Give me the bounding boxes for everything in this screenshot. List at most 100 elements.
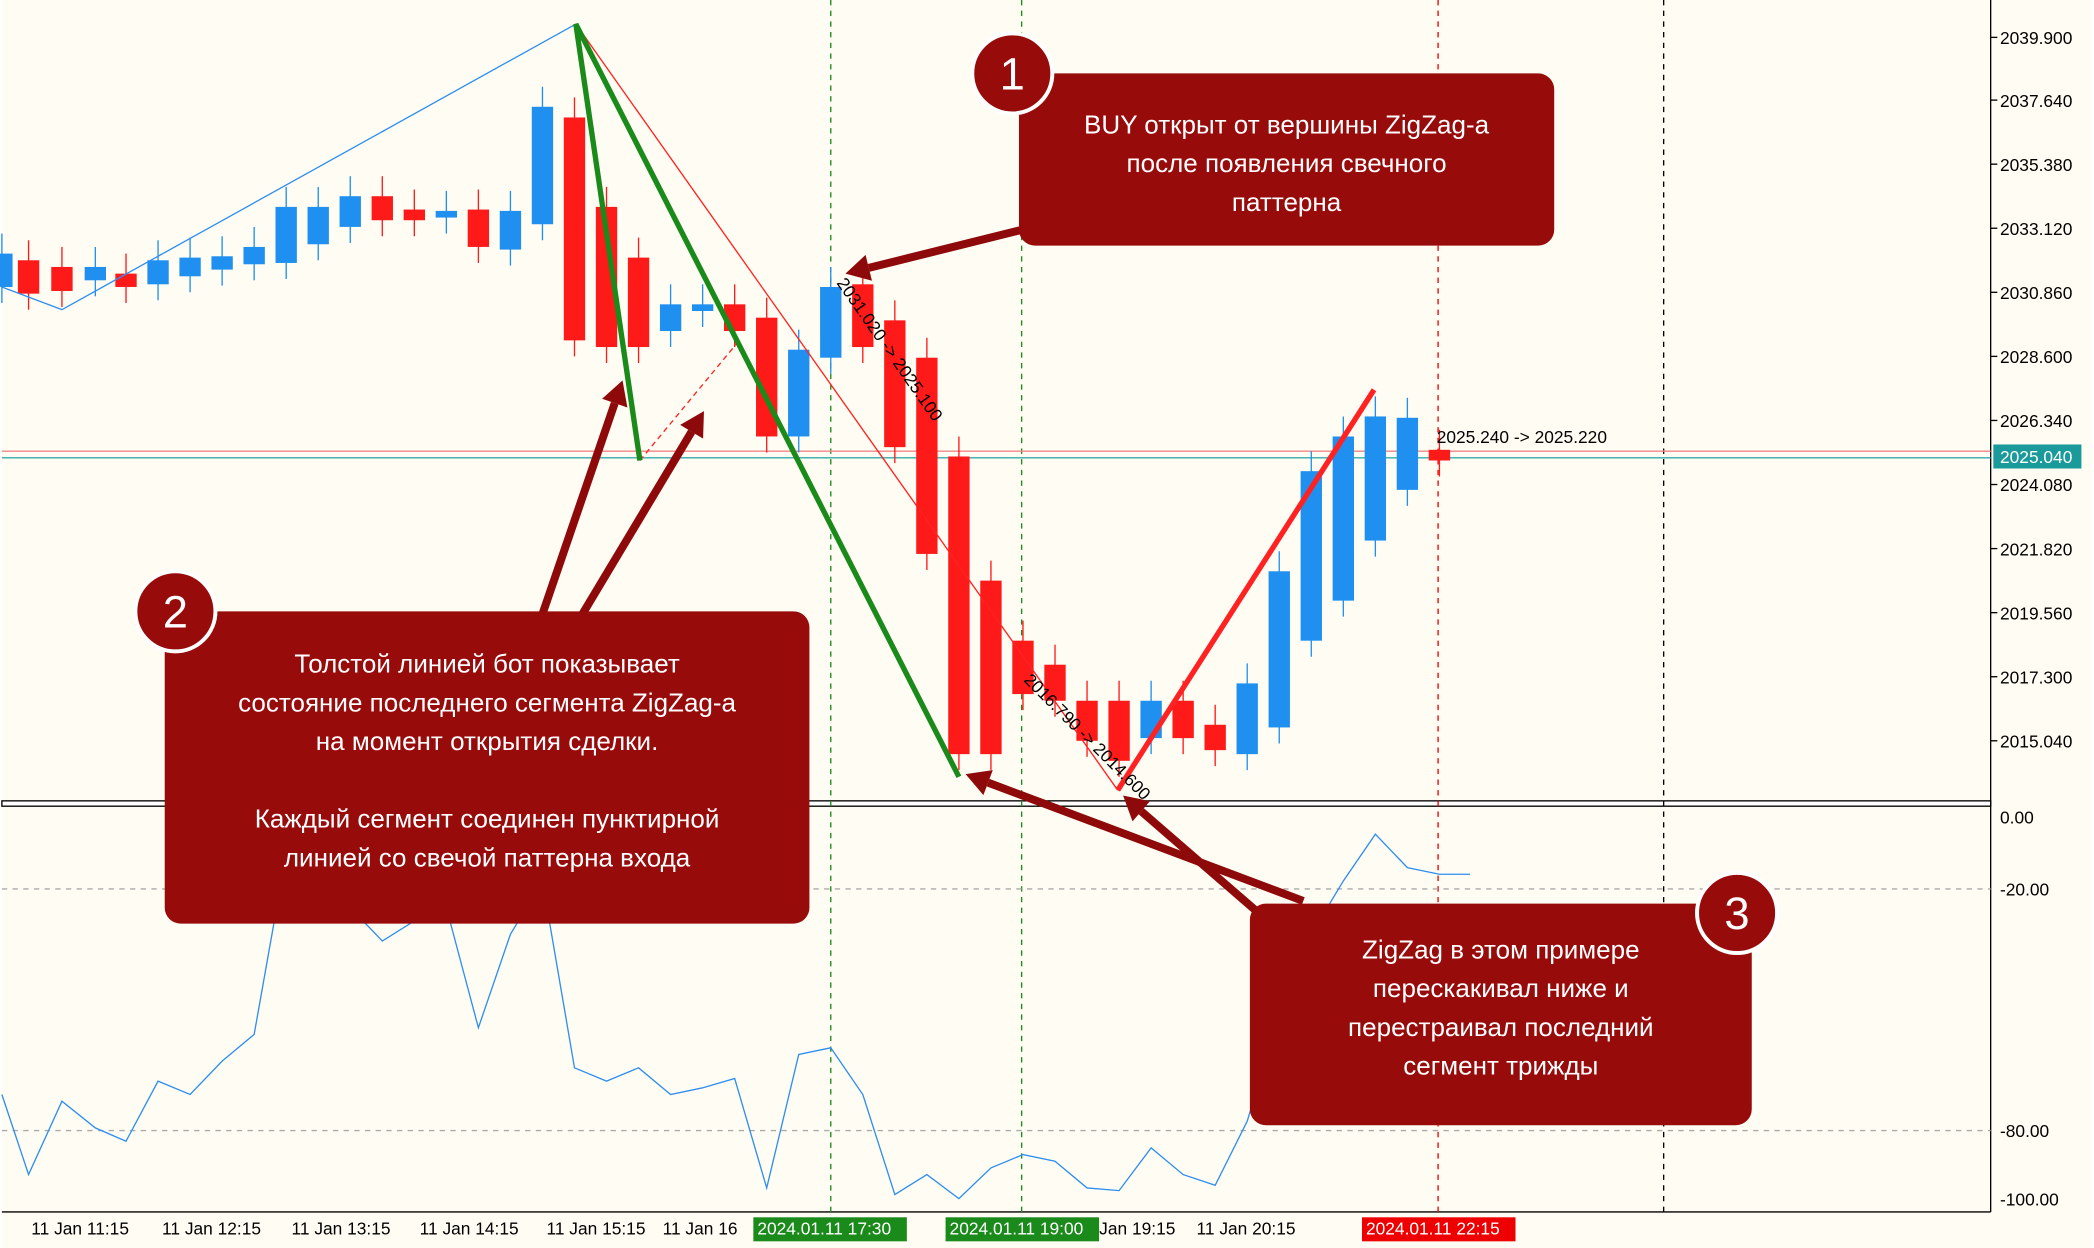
candle-body: [1204, 724, 1226, 751]
time-marker-badge: [1362, 1217, 1516, 1242]
price-label: 2035.380: [2000, 155, 2072, 175]
candle-body: [1236, 683, 1258, 755]
callout-text: BUY открыт от вершины ZigZag-а: [1084, 109, 1490, 139]
callout-text: линией со свечой паттерна входа: [284, 842, 691, 872]
callout-text: состояние последнего сегмента ZigZag-а: [238, 687, 736, 717]
indicator-label: -80.00: [2000, 1121, 2049, 1141]
price-label: 2028.600: [2000, 347, 2072, 367]
price-label: 2017.300: [2000, 667, 2072, 687]
candle-body: [17, 260, 40, 294]
candle-body: [371, 196, 393, 221]
arrow-head: [845, 254, 872, 281]
candle-body: [403, 209, 426, 221]
time-marker-badge: [945, 1217, 1100, 1242]
candle-body: [595, 206, 618, 348]
indicator-label: -100.00: [2000, 1189, 2059, 1209]
callout-text: на момент открытия сделки.: [316, 726, 659, 756]
callout-badge: [1695, 870, 1780, 956]
callout-box: [1018, 73, 1555, 246]
candle-body: [1140, 700, 1162, 739]
indicator-label: -20.00: [2000, 880, 2049, 900]
candle-body: [339, 196, 361, 227]
indicator-line: [1, 23, 577, 311]
candle-body: [1012, 640, 1034, 695]
candle-body: [51, 266, 73, 291]
callout-number: 2: [163, 586, 188, 637]
price-label: 2015.040: [2000, 731, 2072, 751]
arrow-shaft: [986, 778, 1305, 905]
candle-body: [499, 210, 522, 250]
current-price-badge: [1993, 444, 2082, 469]
price-label: 2019.560: [2000, 603, 2072, 623]
callout-text: перестраивал последний: [1348, 1012, 1654, 1042]
candle-body: [115, 273, 137, 287]
arrow-shaft: [867, 225, 1024, 272]
candle-body: [211, 256, 233, 270]
time-marker: 2024.01.11 22:15: [1366, 1219, 1500, 1239]
candle-body: [307, 206, 329, 245]
price-label: 2026.340: [2000, 411, 2072, 431]
candle-body: [84, 266, 106, 281]
candle-body: [179, 257, 201, 277]
callout-number: 1: [1000, 48, 1025, 99]
callout-box: [1249, 903, 1752, 1126]
candle-body: [1044, 664, 1066, 701]
callout-text: Каждый сегмент соединен пунктирной: [255, 804, 720, 834]
callout-text: ZigZag в этом примере: [1362, 934, 1640, 964]
candle-body: [1364, 416, 1387, 541]
price-label: 2030.860: [2000, 283, 2072, 303]
candle-body: [435, 210, 458, 218]
candle-body: [852, 284, 874, 348]
time-label: 11 Jan 12:15: [162, 1219, 261, 1239]
time-label: 11 Jan 15:15: [546, 1219, 645, 1239]
current-price: 2025.040: [2000, 447, 2072, 467]
price-label: 2037.640: [2000, 91, 2072, 111]
candle-body: [627, 257, 650, 348]
candle-body: [563, 117, 586, 341]
arrow-head: [1123, 795, 1150, 822]
callout-text: сегмент трижды: [1403, 1050, 1598, 1080]
callout-text: паттерна: [1232, 187, 1342, 217]
time-marker: 2024.01.11 19:00: [950, 1219, 1084, 1239]
price-label: 2021.820: [2000, 539, 2072, 559]
callout-badge: [133, 569, 218, 654]
candle-body: [948, 456, 970, 755]
time-label: 11 Jan 14:15: [420, 1219, 519, 1239]
candle-body: [820, 286, 842, 358]
price-label: 2024.080: [2000, 475, 2072, 495]
candle-body: [1268, 571, 1290, 728]
candle-body: [467, 209, 490, 247]
candle-body: [659, 304, 682, 332]
candle-body: [916, 357, 938, 554]
arrow-head: [965, 770, 993, 796]
candle-body: [980, 580, 1002, 755]
time-label: 11 Jan 19:15: [1076, 1219, 1175, 1239]
time-label: 11 Jan 11:15: [31, 1219, 129, 1239]
candle-body: [0, 253, 13, 287]
callout-text: Толстой линией бот показывает: [294, 649, 679, 679]
candle-body: [243, 246, 265, 265]
candle-body: [691, 304, 714, 311]
zigzag-thick: [1115, 388, 1377, 792]
oscillator-line: [1, 833, 1471, 1200]
indicator-label: 0.00: [2000, 808, 2034, 828]
zigzag-line: [575, 23, 1119, 791]
candle-body: [1300, 471, 1322, 641]
callout-text: после появления свечного: [1127, 148, 1447, 178]
callout-badge: [970, 31, 1055, 116]
panel-separator: [1, 800, 1992, 807]
arrow-head: [602, 380, 628, 408]
callout-number: 3: [1724, 888, 1749, 939]
arrow-head: [680, 411, 704, 439]
candle-body: [788, 349, 810, 437]
callout-box: [164, 611, 810, 924]
candle-body: [1428, 449, 1451, 461]
arrow-shaft: [538, 401, 619, 616]
candle-body: [884, 320, 906, 448]
dashed-link: [639, 343, 737, 461]
candle-body: [1108, 700, 1130, 761]
candle-body: [147, 260, 169, 285]
time-marker-badge: [753, 1217, 907, 1242]
trade-label: 2025.240 -> 2025.220: [1437, 427, 1607, 447]
time-label: 11 Jan 16: [663, 1219, 738, 1239]
